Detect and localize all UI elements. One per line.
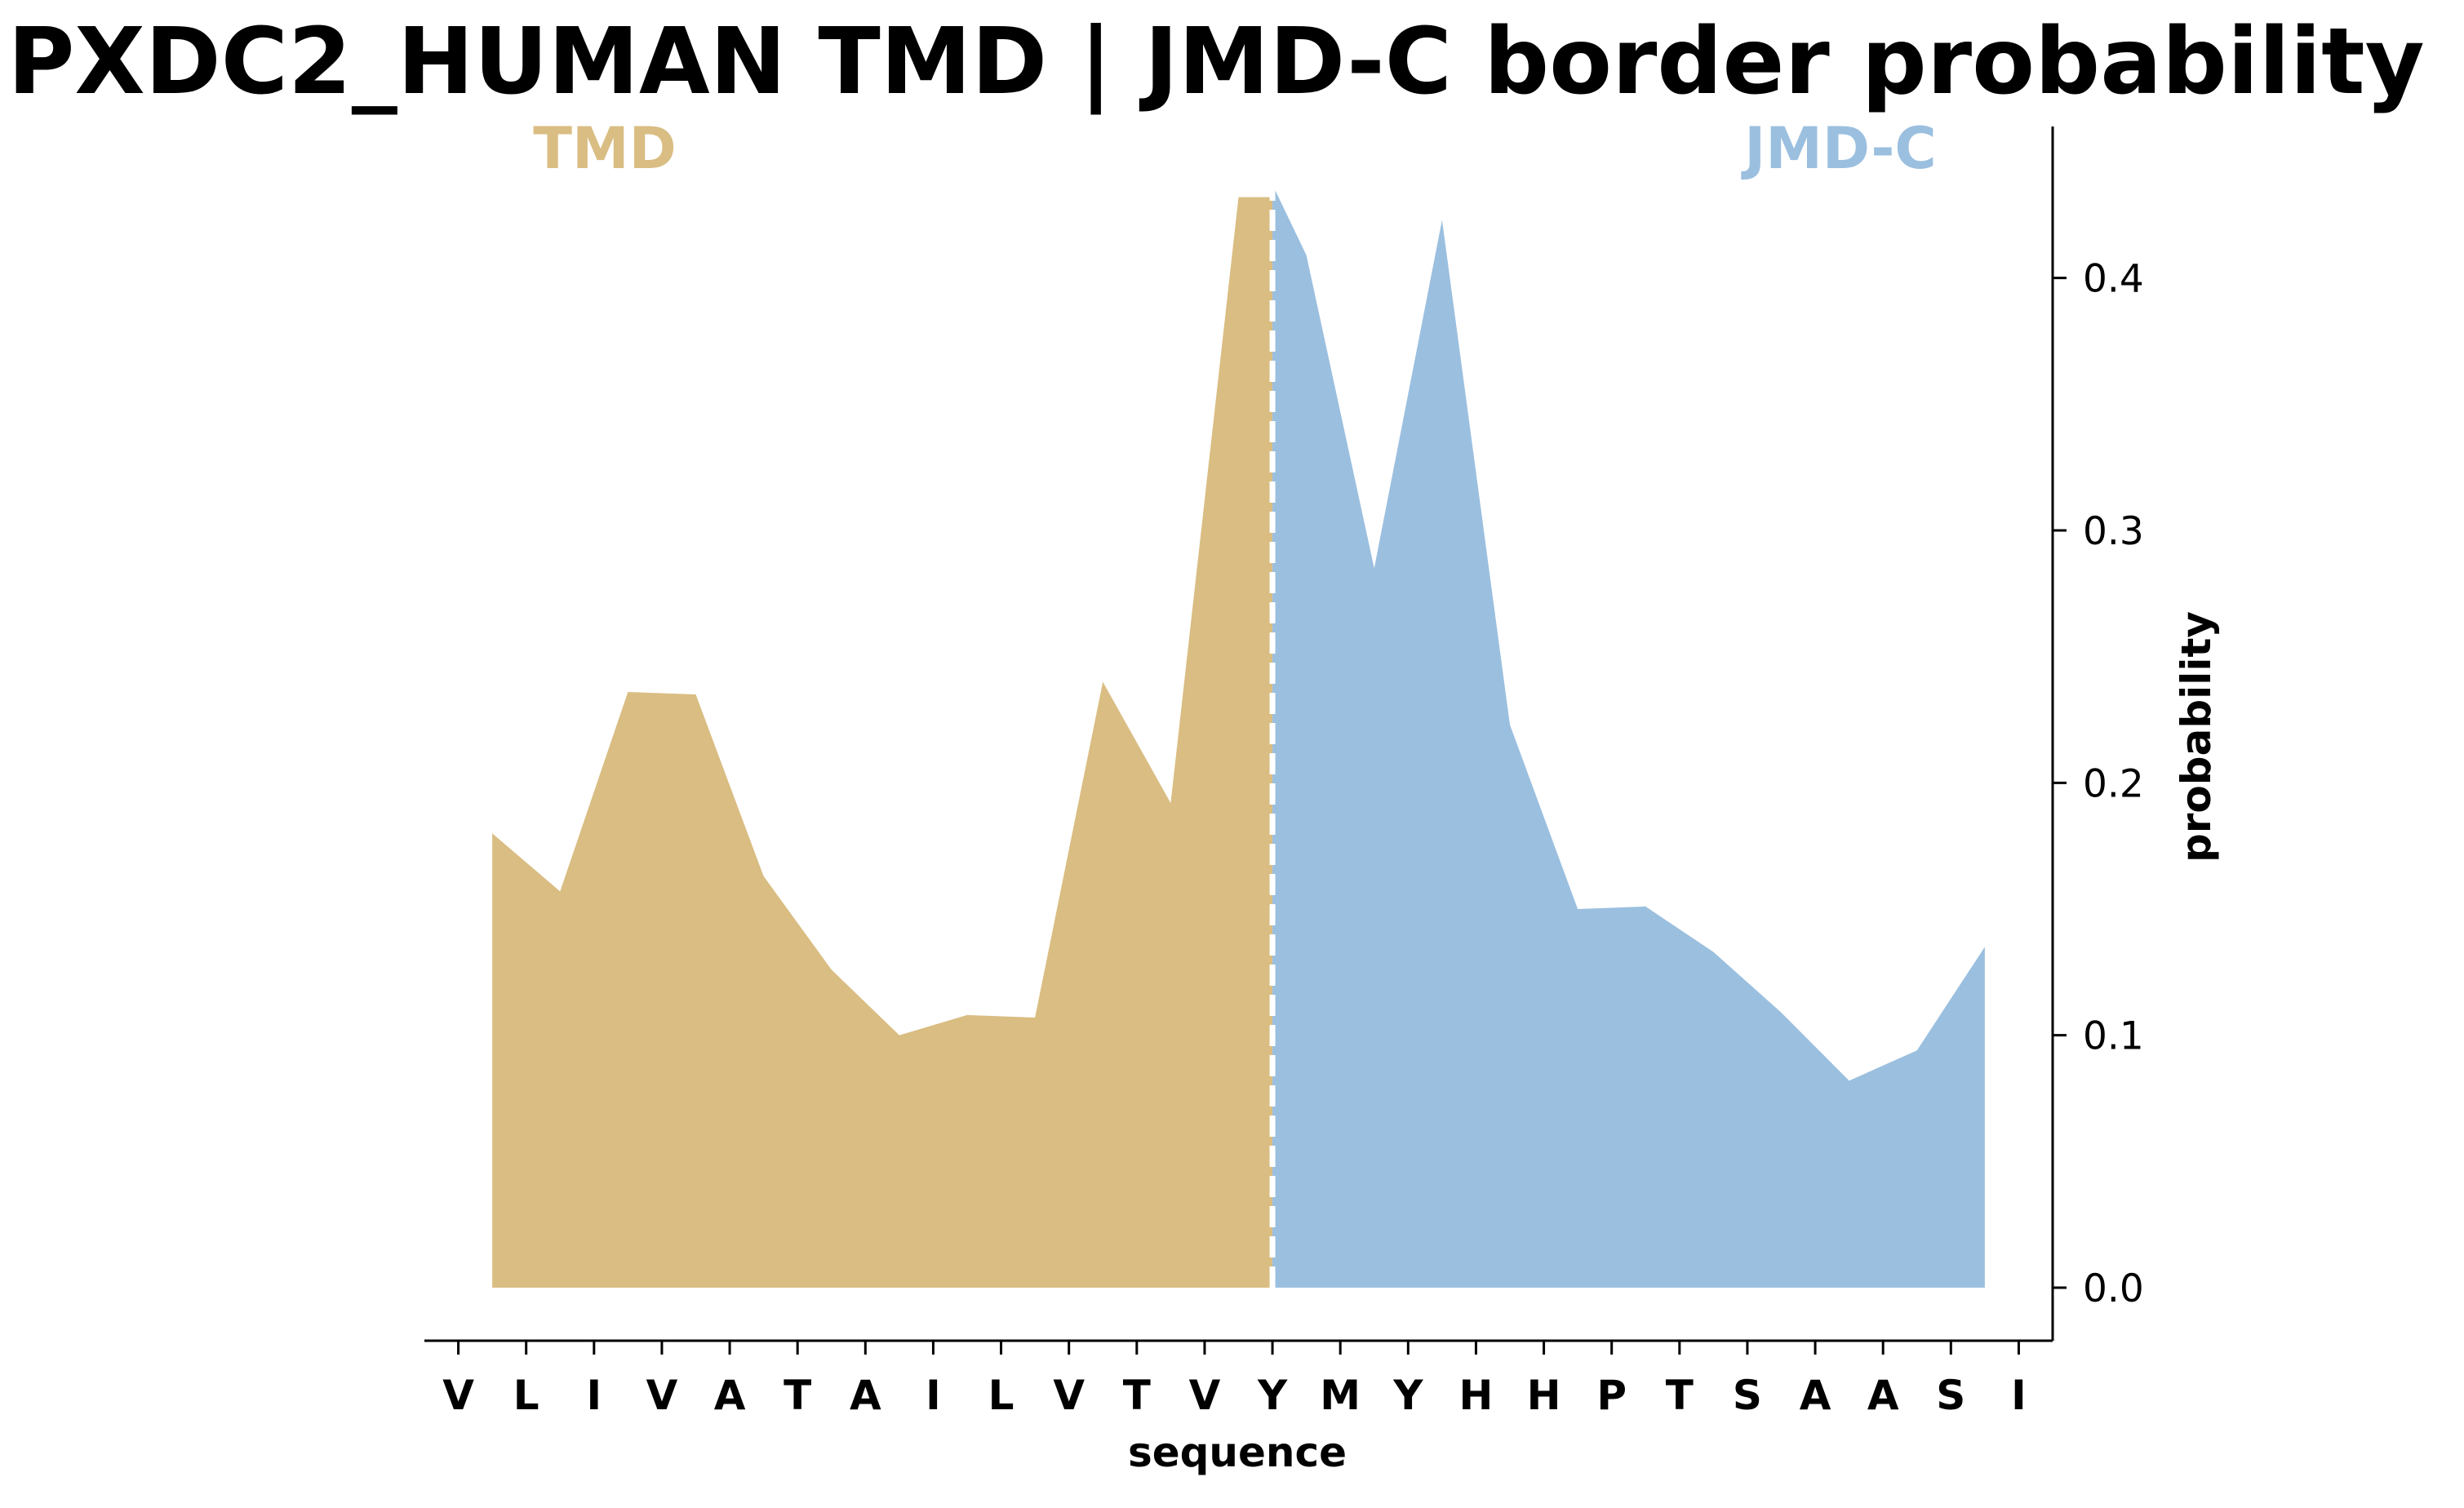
x-tick-label-6: A bbox=[850, 1372, 881, 1419]
tmd-region-label: TMD bbox=[533, 115, 677, 182]
x-tick-label-14: Y bbox=[1392, 1372, 1423, 1419]
x-tick-label-13: M bbox=[1320, 1372, 1361, 1419]
x-tick-label-12: Y bbox=[1257, 1372, 1288, 1419]
x-tick-label-20: A bbox=[1800, 1372, 1831, 1419]
x-tick-label-3: V bbox=[646, 1372, 678, 1419]
x-tick-label-1: L bbox=[513, 1372, 539, 1419]
x-tick-label-17: P bbox=[1596, 1372, 1627, 1419]
area-series-tmd bbox=[492, 197, 1273, 1288]
area-series-jmd-c bbox=[1272, 184, 1985, 1288]
x-tick-label-8: L bbox=[988, 1372, 1014, 1419]
x-tick-label-21: A bbox=[1867, 1372, 1899, 1419]
x-tick-label-18: T bbox=[1666, 1372, 1694, 1419]
y-tick-label-3: 0.3 bbox=[2083, 509, 2144, 554]
x-tick-label-5: T bbox=[784, 1372, 811, 1419]
y-axis-label: probability bbox=[2173, 611, 2220, 863]
y-tick-label-0: 0.0 bbox=[2083, 1266, 2144, 1311]
x-tick-label-16: H bbox=[1527, 1372, 1561, 1419]
x-tick-label-0: V bbox=[442, 1372, 474, 1419]
x-tick-label-4: A bbox=[714, 1372, 746, 1419]
y-tick-label-2: 0.2 bbox=[2083, 761, 2144, 806]
x-tick-label-9: V bbox=[1053, 1372, 1085, 1419]
axes: V L I V A T A I L V T V Y M Y H H P T S A A S I0.00.10.20.30.4 bbox=[424, 126, 2144, 1419]
y-tick-label-4: 0.4 bbox=[2083, 257, 2144, 302]
x-tick-label-7: I bbox=[926, 1372, 941, 1419]
jmdc-region-label: JMD-C bbox=[1741, 115, 1937, 182]
y-tick-label-1: 0.1 bbox=[2083, 1014, 2144, 1059]
x-tick-label-15: H bbox=[1459, 1372, 1494, 1419]
x-tick-label-11: V bbox=[1189, 1372, 1221, 1419]
x-tick-label-22: S bbox=[1936, 1372, 1965, 1419]
x-tick-label-10: T bbox=[1123, 1372, 1151, 1419]
chart-title: PXDC2_HUMAN TMD | JMD-C border probabili… bbox=[7, 9, 2424, 115]
x-tick-label-19: S bbox=[1733, 1372, 1762, 1419]
x-tick-label-2: I bbox=[587, 1372, 602, 1419]
x-tick-label-23: I bbox=[2011, 1372, 2027, 1419]
x-axis-label: sequence bbox=[1128, 1429, 1347, 1476]
plot-area bbox=[492, 184, 1985, 1288]
